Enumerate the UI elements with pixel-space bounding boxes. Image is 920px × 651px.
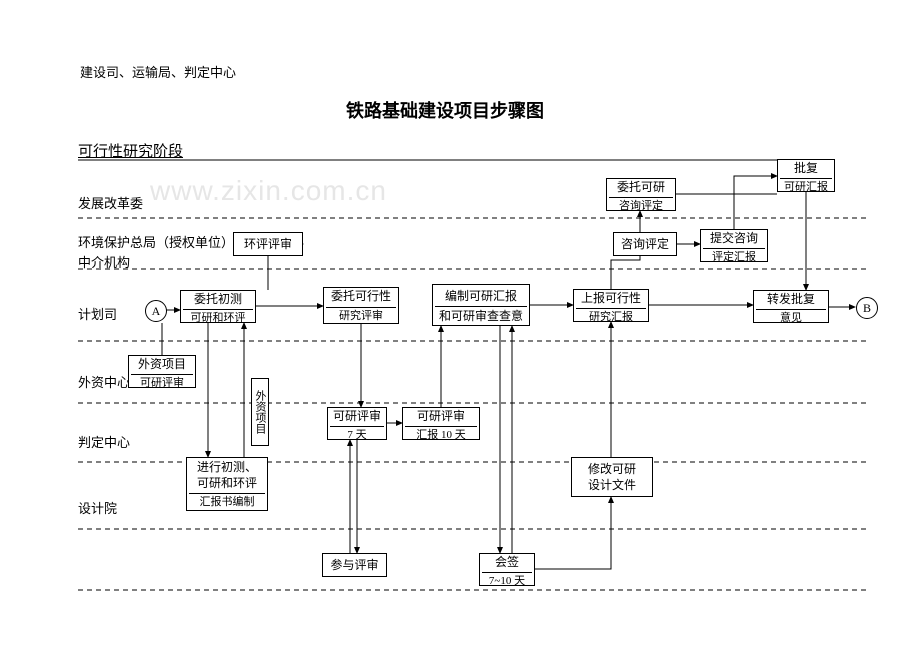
node-subtext: 可研汇报 bbox=[780, 178, 832, 191]
node-text: 参与评审 bbox=[330, 557, 378, 573]
node-xiugai: 修改可研 设计文件 bbox=[571, 457, 653, 497]
node-text: 委托可行性 bbox=[331, 288, 391, 304]
node-text: 修改可研 bbox=[588, 461, 636, 477]
node-text: 可研评审 bbox=[333, 408, 381, 424]
node-text: 进行初测、 bbox=[197, 459, 257, 475]
node-subtext: 可研评审 bbox=[131, 374, 193, 387]
node-text2: 可研和环评 bbox=[197, 475, 257, 491]
node-subtext: 汇报 10 天 bbox=[405, 426, 477, 439]
node-huiqian: 会签 7~10 天 bbox=[479, 553, 535, 586]
node-jinxing-chuce: 进行初测、 可研和环评 汇报书编制 bbox=[186, 457, 268, 511]
node-subtext: 咨询评定 bbox=[609, 197, 673, 210]
node-text: 委托可研 bbox=[617, 179, 665, 195]
node-shangbao: 上报可行性 研究汇报 bbox=[573, 289, 649, 322]
node-text: 提交咨询 bbox=[710, 230, 758, 246]
connector-b-label: B bbox=[863, 301, 871, 316]
node-pifu: 批复 可研汇报 bbox=[777, 159, 835, 192]
node-subtext: 汇报书编制 bbox=[189, 493, 265, 509]
node-text2: 和可研审查查意 bbox=[435, 306, 527, 322]
node-text: 编制可研汇报 bbox=[445, 288, 517, 304]
node-huanping: 环评评审 bbox=[233, 232, 303, 256]
node-bianzhi: 编制可研汇报 和可研审查查意 bbox=[432, 284, 530, 326]
node-text2: 设计文件 bbox=[588, 477, 636, 493]
node-text: 会签 bbox=[495, 554, 519, 570]
connector-a-label: A bbox=[152, 304, 161, 319]
node-subtext: 研究汇报 bbox=[576, 308, 646, 321]
node-subtext: 可研和环评 bbox=[183, 309, 253, 322]
node-tijiao-zx: 提交咨询 评定汇报 bbox=[700, 229, 768, 262]
node-subtext: 7 天 bbox=[330, 426, 384, 439]
node-weituo-zx: 委托可研 咨询评定 bbox=[606, 178, 676, 211]
node-text: 委托初测 bbox=[194, 291, 242, 307]
node-subtext: 研究评审 bbox=[326, 307, 396, 323]
node-subtext: 7~10 天 bbox=[482, 572, 532, 585]
node-waizi-proj: 外资项目 可研评审 bbox=[128, 355, 196, 388]
node-text: 批复 bbox=[794, 160, 818, 176]
node-canyu: 参与评审 bbox=[322, 553, 387, 577]
node-zixun-pd: 咨询评定 bbox=[613, 232, 677, 256]
vertical-label-waizi: 外资项目 bbox=[251, 378, 269, 446]
node-text: 外资项目 bbox=[138, 356, 186, 372]
connector-a: A bbox=[145, 300, 167, 322]
node-text: 咨询评定 bbox=[621, 236, 669, 252]
node-keyan-hb: 可研评审 汇报 10 天 bbox=[402, 407, 480, 440]
connector-b: B bbox=[856, 297, 878, 319]
node-weituo-kyx: 委托可行性 研究评审 bbox=[323, 287, 399, 324]
node-keyan-ps: 可研评审 7 天 bbox=[327, 407, 387, 440]
node-text: 上报可行性 bbox=[581, 290, 641, 306]
node-text: 可研评审 bbox=[417, 408, 465, 424]
node-text: 转发批复 bbox=[767, 291, 815, 307]
node-zhuanfa: 转发批复 意见 bbox=[753, 290, 829, 323]
node-subtext: 评定汇报 bbox=[703, 248, 765, 261]
node-weituo-chuce: 委托初测 可研和环评 bbox=[180, 290, 256, 323]
node-text: 环评评审 bbox=[244, 236, 292, 252]
vertical-label-text: 外资项目 bbox=[254, 390, 266, 434]
node-subtext: 意见 bbox=[756, 309, 826, 322]
